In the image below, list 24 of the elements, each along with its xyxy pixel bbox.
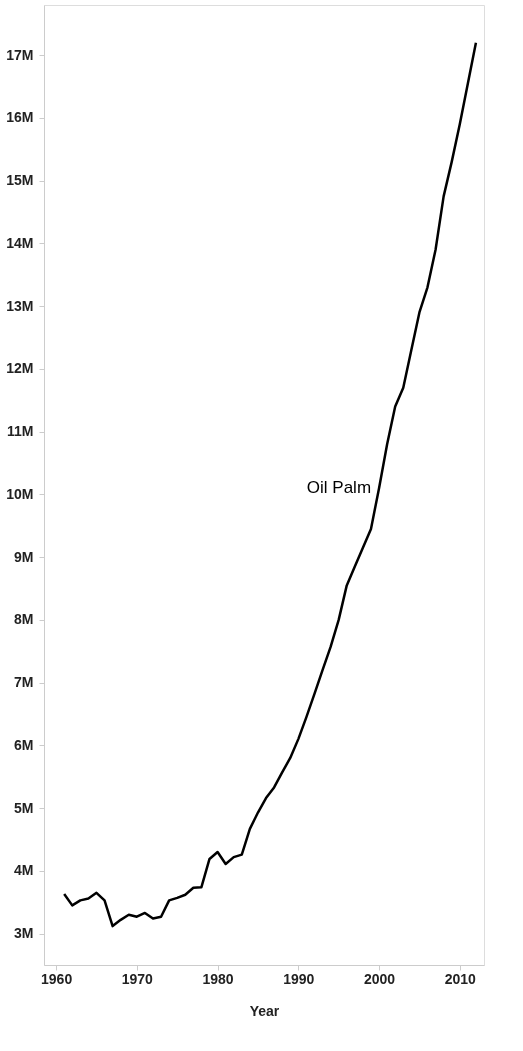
x-tick-label: 2000 xyxy=(363,970,396,987)
y-tick-label: 5M xyxy=(14,799,34,816)
y-tick-label: 3M xyxy=(14,925,34,942)
y-tick-label: 6M xyxy=(14,736,34,753)
y-tick-label: 14M xyxy=(6,234,34,251)
y-tick-label: 10M xyxy=(6,485,34,502)
y-tick-label: 13M xyxy=(6,297,34,314)
series-label: Oil Palm xyxy=(306,478,372,498)
y-tick-label: 4M xyxy=(14,862,34,879)
y-tick-label: 8M xyxy=(14,611,34,628)
x-axis-title: Year xyxy=(249,1002,280,1019)
y-tick-label: 16M xyxy=(6,109,34,126)
line-series xyxy=(62,41,478,928)
y-tick-label: 17M xyxy=(6,46,34,63)
y-tick-label: 15M xyxy=(6,172,34,189)
y-tick-label: 9M xyxy=(14,548,34,565)
x-tick-label: 1960 xyxy=(41,970,73,987)
x-tick-label: 2010 xyxy=(444,970,477,987)
x-tick-label: 1980 xyxy=(202,970,234,987)
x-tick-label: 1990 xyxy=(283,970,315,987)
x-tick-label: 1970 xyxy=(121,970,154,987)
y-tick-label: 11M xyxy=(7,423,34,440)
y-tick-label: 12M xyxy=(6,360,34,377)
y-tick-label: 7M xyxy=(14,674,34,691)
